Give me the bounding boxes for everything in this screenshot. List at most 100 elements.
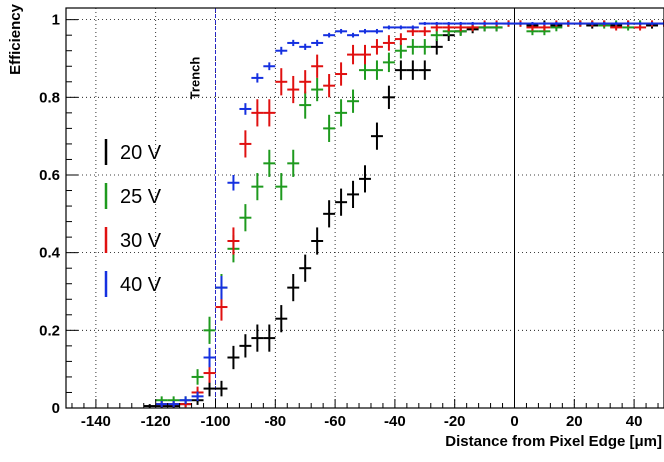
series-30v: [155, 20, 664, 408]
data-point: [586, 21, 599, 26]
data-point: [239, 334, 252, 358]
data-point: [478, 21, 491, 26]
x-tick-label: -20: [444, 413, 466, 430]
data-point: [299, 91, 312, 119]
data-point: [275, 305, 288, 333]
data-point: [490, 21, 503, 26]
data-point: [251, 173, 264, 201]
data-point: [538, 24, 551, 31]
data-point: [574, 21, 587, 26]
data-point: [538, 21, 551, 26]
data-point: [251, 73, 264, 83]
data-point: [143, 404, 156, 408]
x-tick-label: -140: [81, 413, 111, 430]
x-tick-label: -80: [264, 413, 286, 430]
series-layer: [143, 20, 664, 408]
data-point: [203, 347, 216, 368]
data-point: [394, 42, 407, 59]
data-point: [466, 21, 479, 26]
legend: 20 V 25 V 30 V 40 V: [104, 139, 162, 297]
trench-label: Trench: [188, 57, 203, 100]
series-25v: [155, 20, 664, 405]
series-20v: [143, 20, 664, 408]
data-point: [394, 33, 407, 45]
series-40v: [155, 21, 664, 408]
data-point: [370, 28, 383, 34]
x-tick-label: -100: [200, 413, 230, 430]
data-point: [610, 21, 623, 26]
data-point: [215, 380, 228, 397]
data-point: [263, 99, 276, 127]
legend-label: 25 V: [120, 186, 162, 208]
y-tick-label: 0: [52, 400, 60, 417]
legend-label: 20 V: [120, 142, 162, 164]
data-point: [263, 324, 276, 352]
legend-label: 30 V: [120, 230, 162, 252]
data-point: [167, 401, 180, 408]
x-tick-label: 20: [566, 413, 583, 430]
data-point: [430, 39, 443, 55]
legend-label: 40 V: [120, 274, 162, 296]
data-point: [215, 275, 228, 300]
data-point: [622, 21, 635, 26]
data-point: [406, 25, 419, 30]
data-point: [382, 85, 395, 109]
data-point: [155, 401, 168, 408]
data-point: [550, 21, 563, 26]
plot-frame: [65, 7, 664, 409]
data-point: [287, 39, 300, 47]
data-point: [263, 149, 276, 177]
data-point: [335, 28, 348, 34]
data-point: [646, 21, 659, 26]
data-point: [394, 25, 407, 30]
y-tick-label: 0.2: [39, 322, 60, 339]
data-point: [598, 21, 611, 26]
x-tick-label: -40: [384, 413, 406, 430]
tick-layer: -140 -120 -100 -80 -60 -40 -20 0 20 40 0 0.2 0.4 0.6 0…: [39, 12, 659, 430]
data-point: [382, 35, 395, 51]
data-point: [287, 274, 300, 302]
data-point: [610, 24, 623, 31]
data-point: [311, 39, 324, 47]
data-point: [287, 149, 300, 177]
data-point: [191, 369, 204, 385]
data-point: [239, 103, 252, 115]
data-point: [347, 180, 360, 208]
data-point: [251, 324, 264, 352]
data-point: [442, 21, 455, 26]
data-point: [382, 25, 395, 30]
data-point: [323, 32, 336, 38]
y-tick-label: 0.4: [39, 245, 61, 262]
data-point: [251, 99, 264, 127]
y-tick-label: 0.6: [39, 167, 60, 184]
data-point: [323, 200, 336, 228]
data-point: [359, 28, 371, 34]
data-point: [658, 21, 664, 26]
data-point: [502, 21, 515, 26]
x-axis-title: Distance from Pixel Edge [μm]: [445, 433, 662, 450]
data-point: [299, 70, 312, 94]
data-point: [179, 396, 192, 405]
data-point: [514, 21, 527, 26]
data-point: [263, 62, 276, 71]
data-point: [227, 345, 240, 370]
data-point: [311, 54, 324, 78]
data-point: [634, 24, 647, 31]
data-point: [299, 254, 312, 282]
data-point: [406, 39, 419, 55]
data-point: [418, 39, 431, 55]
y-axis-title: Efficiency: [7, 3, 24, 75]
data-point: [347, 32, 360, 38]
y-tick-label: 0.8: [39, 89, 60, 106]
data-point: [335, 99, 348, 127]
x-tick-label: 40: [626, 413, 643, 430]
data-point: [299, 43, 312, 50]
data-point: [430, 21, 443, 26]
x-tick-label: 0: [510, 413, 518, 430]
data-point: [382, 52, 395, 73]
data-point: [454, 21, 467, 26]
data-point: [275, 173, 288, 201]
data-point: [275, 46, 288, 55]
